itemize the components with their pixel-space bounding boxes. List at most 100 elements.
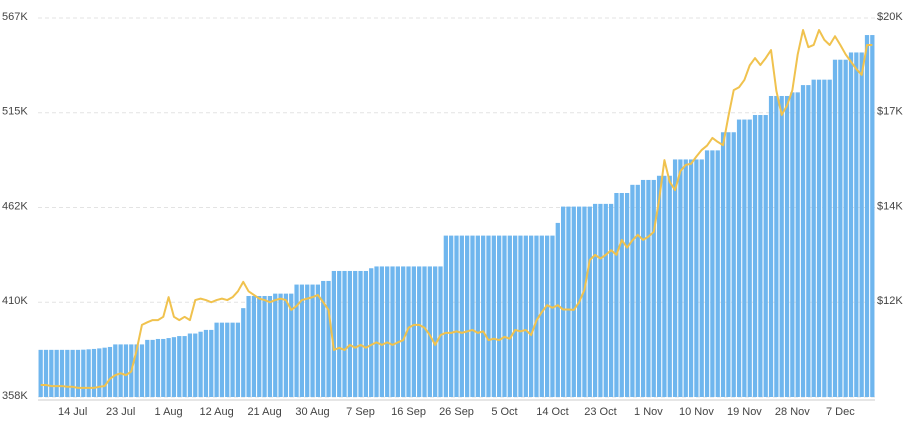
x-tick-label: 30 Aug [295, 406, 329, 418]
bar [699, 159, 704, 397]
bar [497, 235, 502, 397]
bar [784, 95, 790, 397]
bar [720, 132, 726, 397]
bar [832, 59, 838, 398]
bar [214, 322, 219, 397]
bar [603, 203, 608, 397]
x-tick-label: 14 Oct [536, 406, 568, 418]
y-tick-label: 358K [2, 390, 28, 402]
bar [102, 347, 107, 397]
bar [75, 349, 81, 397]
bar [742, 119, 747, 398]
bar [230, 322, 235, 397]
bar [838, 59, 843, 398]
bar [667, 175, 672, 397]
bar [459, 235, 464, 397]
bar [651, 179, 656, 397]
bar [411, 266, 416, 397]
bar [560, 206, 566, 397]
bar [91, 348, 97, 397]
bar [326, 280, 331, 397]
bar [235, 322, 241, 397]
bar [864, 35, 870, 398]
bar [193, 333, 198, 397]
bar [177, 336, 182, 397]
bar [363, 270, 369, 397]
bar [417, 266, 422, 397]
bar [672, 159, 678, 397]
bar [251, 295, 257, 397]
bar [555, 222, 560, 397]
bar [155, 338, 161, 397]
bar [592, 203, 598, 397]
bar [571, 206, 576, 397]
bar [283, 293, 289, 397]
y-tick-label: 567K [2, 11, 28, 23]
bar [710, 150, 715, 397]
x-tick-label: 1 Aug [155, 406, 183, 418]
bar [267, 295, 273, 397]
bar [427, 266, 432, 397]
bar [321, 280, 326, 397]
bar [811, 79, 816, 397]
bar [582, 206, 587, 397]
bar [438, 266, 443, 397]
bar [465, 235, 470, 397]
y2-tick-label: $17K [877, 106, 903, 118]
bar [369, 268, 374, 397]
x-tick-label: 16 Sep [391, 406, 426, 418]
bar [816, 79, 822, 397]
bar [123, 344, 129, 397]
bar [624, 192, 630, 397]
bar [315, 284, 321, 397]
bar [81, 349, 86, 397]
bar [806, 85, 811, 397]
bar [331, 270, 337, 397]
bar [827, 79, 832, 397]
bar [598, 203, 603, 397]
bar [566, 206, 571, 397]
bar [225, 322, 230, 397]
bar [848, 52, 854, 398]
bar [401, 266, 406, 397]
bar [454, 235, 459, 397]
bar [379, 266, 384, 397]
bar [843, 59, 848, 398]
bar [747, 119, 752, 398]
bar [113, 344, 118, 397]
x-tick-label: 14 Jul [58, 406, 87, 418]
bar [859, 52, 864, 398]
bar [262, 295, 267, 397]
bar [822, 79, 827, 397]
bar [731, 132, 736, 397]
x-tick-label: 28 Nov [775, 406, 810, 418]
bar [305, 284, 310, 397]
bar [768, 95, 774, 397]
bar [662, 175, 667, 397]
bar [107, 346, 113, 397]
bar [507, 235, 512, 397]
x-tick-label: 10 Nov [679, 406, 714, 418]
bar [678, 159, 683, 397]
bar [342, 270, 347, 397]
x-tick-label: 19 Nov [727, 406, 762, 418]
bar [358, 270, 363, 397]
bar [209, 329, 214, 397]
bar [241, 308, 246, 397]
bar [449, 235, 454, 397]
bar [182, 336, 187, 397]
y-tick-label: 462K [2, 200, 28, 212]
bar [534, 235, 539, 397]
bar [539, 235, 544, 397]
bar [688, 159, 694, 397]
x-tick-label: 12 Aug [199, 406, 233, 418]
bar [758, 115, 763, 397]
bar [59, 349, 65, 397]
bar [433, 266, 438, 397]
y2-tick-label: $14K [877, 200, 903, 212]
bar [385, 266, 390, 397]
x-tick-label: 21 Aug [247, 406, 281, 418]
bar [726, 132, 731, 397]
bar [166, 338, 171, 397]
bar [614, 192, 619, 397]
